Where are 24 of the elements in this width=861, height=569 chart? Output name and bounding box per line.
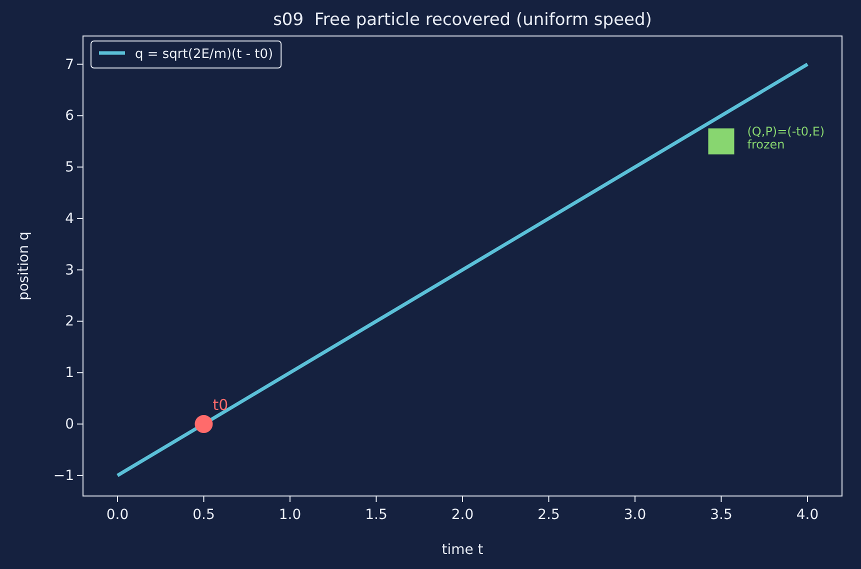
x-tick-label: 3.5 [710, 507, 732, 523]
x-tick-label: 4.0 [796, 507, 819, 523]
x-tick-label: 1.0 [278, 507, 302, 523]
x-axis-title: time t [442, 542, 484, 558]
y-tick-label: 4 [65, 210, 74, 227]
x-tick-label: 0.5 [192, 507, 215, 523]
legend-label: q = sqrt(2E/m)(t - t0) [135, 47, 274, 62]
y-tick-label: 2 [65, 314, 74, 330]
x-tick-label: 0.0 [106, 507, 129, 523]
y-tick-label: 0 [65, 416, 74, 433]
annotation: (Q,P)=(-t0,E) frozen [747, 124, 825, 152]
y-tick-label: 3 [65, 262, 74, 278]
x-tick-label: 2.5 [538, 507, 560, 523]
x-tick-label: 2.0 [451, 507, 474, 523]
y-tick-label: 5 [65, 160, 74, 176]
y-tick-label: −1 [53, 468, 74, 484]
x-tick-label: 1.5 [365, 507, 388, 523]
annotation: t0 [212, 396, 228, 414]
y-tick-label: 7 [65, 56, 74, 73]
y-tick-label: 6 [65, 108, 74, 124]
y-axis-title: position q [16, 232, 32, 300]
chart-title: s09 Free particle recovered (uniform speed) [273, 10, 652, 30]
x-tick-label: 3.0 [624, 507, 646, 523]
y-tick-label: 1 [65, 365, 74, 382]
